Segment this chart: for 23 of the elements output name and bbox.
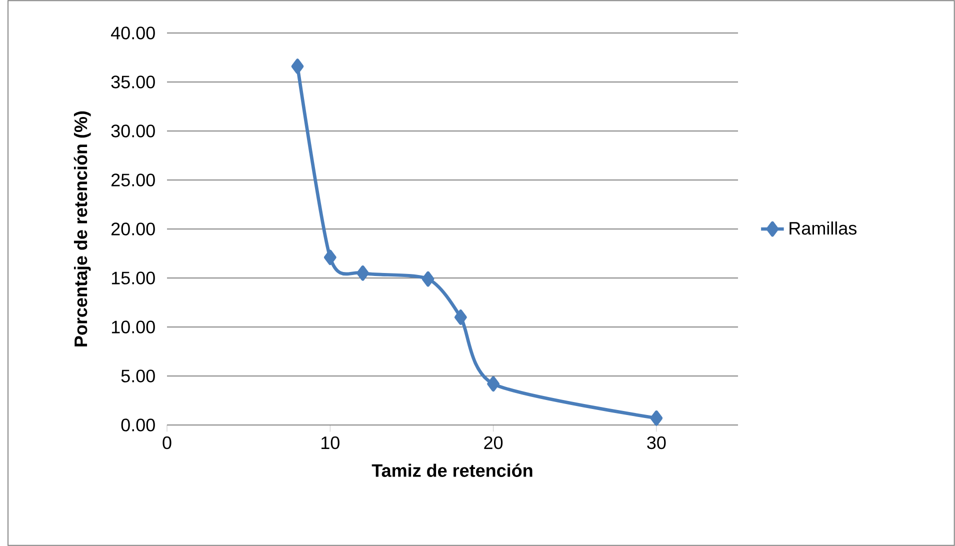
- y-tick-label: 35.00: [111, 76, 155, 88]
- y-tick-label: 10.00: [112, 320, 155, 334]
- point: [422, 271, 434, 287]
- y-axis-title: Porcentaje de retención (%): [74, 111, 91, 346]
- point: [356, 265, 369, 281]
- x-axis-title: Tamiz de retención: [372, 464, 532, 477]
- point: [291, 58, 304, 74]
- x-tick-label: 20: [484, 436, 503, 450]
- y-tick-label: 5.00: [121, 370, 155, 382]
- x-tick-label: 10: [322, 436, 340, 450]
- y-tick-label: 40.00: [111, 26, 155, 40]
- y-tick-label: 15.00: [112, 272, 155, 284]
- y-tick-label: 30.00: [111, 124, 155, 138]
- point: [487, 376, 500, 392]
- y-tick-label: 25.00: [111, 174, 155, 186]
- x-tick-label: 30: [647, 436, 666, 450]
- point: [324, 250, 336, 266]
- legend-label: Ramillas: [790, 221, 856, 235]
- y-tick-label: 0.00: [121, 418, 155, 432]
- x-tick-label: 0: [162, 436, 172, 450]
- point: [454, 310, 467, 325]
- point: [650, 410, 663, 426]
- y-tick-label: 20.00: [111, 222, 155, 236]
